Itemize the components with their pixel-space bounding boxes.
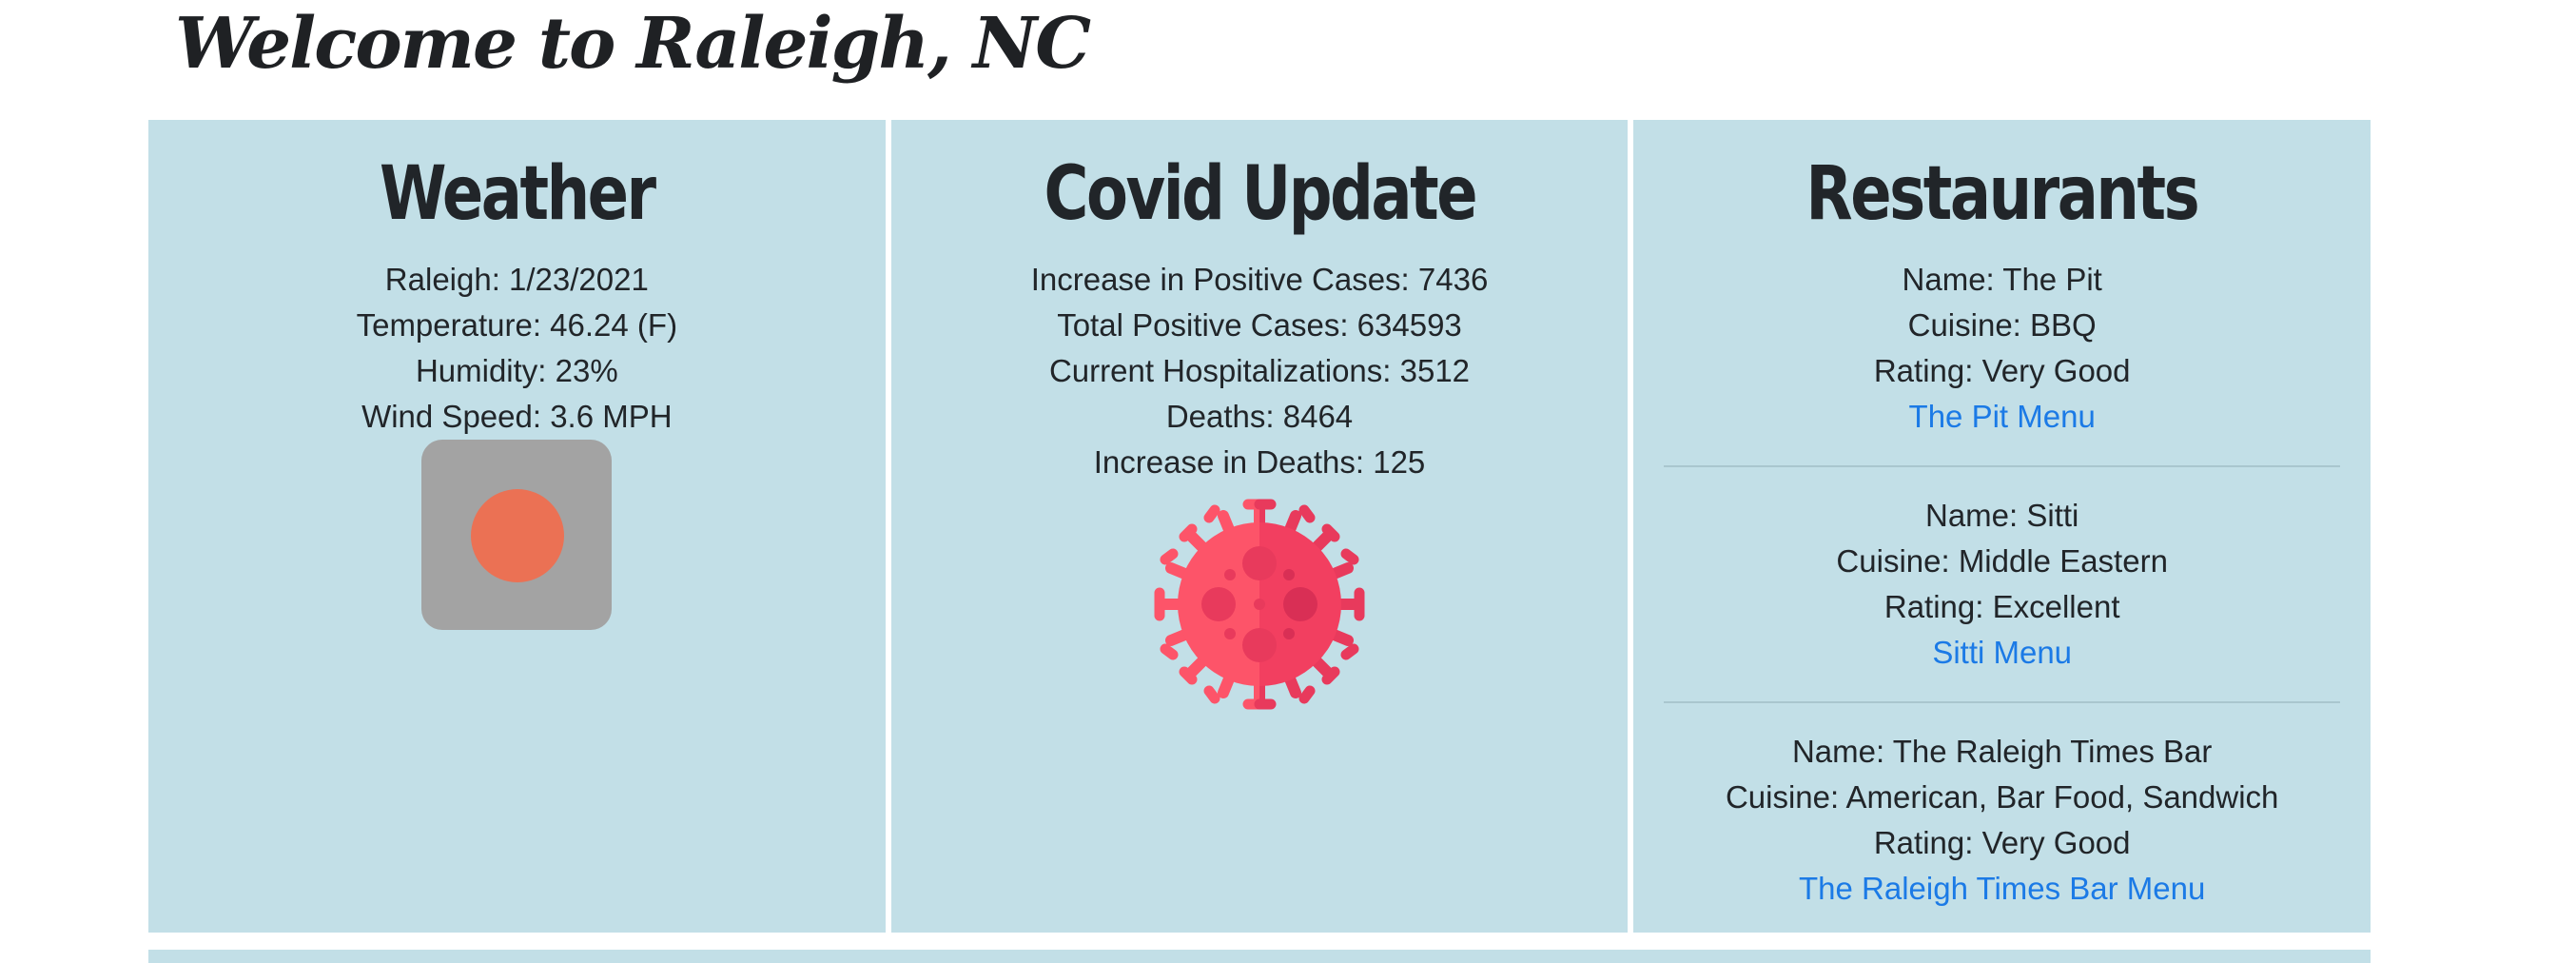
restaurant-rating: Rating: Very Good (1873, 353, 2131, 388)
weather-details: Raleigh: 1/23/2021 Temperature: 46.24 (F… (148, 257, 886, 440)
restaurant-menu-link[interactable]: The Pit Menu (1908, 399, 2096, 434)
next-section-edge (148, 950, 2371, 963)
weather-card: Weather Raleigh: 1/23/2021 Temperature: … (148, 120, 886, 933)
covid-card: Covid Update Increase in Positive Cases:… (890, 120, 1629, 933)
restaurant-rating: Rating: Excellent (1883, 589, 2120, 624)
restaurant-divider (1664, 465, 2341, 467)
restaurant-menu-link[interactable]: Sitti Menu (1932, 635, 2073, 670)
covid-heading: Covid Update (1044, 151, 1477, 237)
restaurant-name: Name: The Pit (1902, 262, 2102, 297)
restaurant-rating: Rating: Very Good (1873, 825, 2131, 860)
restaurant-cuisine: Cuisine: American, Bar Food, Sandwich (1725, 779, 2279, 815)
page-title: Welcome to Raleigh, NC (175, 3, 1091, 85)
restaurant-cuisine: Cuisine: BBQ (1907, 307, 2097, 343)
restaurants-card: Restaurants Name: The Pit Cuisine: BBQ R… (1633, 120, 2371, 933)
restaurant-item: Name: The Pit Cuisine: BBQ Rating: Very … (1633, 257, 2371, 440)
covid-details: Increase in Positive Cases: 7436 Total P… (891, 257, 1629, 485)
weather-temperature: Temperature: 46.24 (F) (356, 307, 678, 343)
covid-deaths: Deaths: 8464 (1165, 399, 1354, 434)
restaurant-item: Name: The Raleigh Times Bar Cuisine: Ame… (1633, 729, 2371, 912)
covid-total-positive: Total Positive Cases: 634593 (1057, 307, 1462, 343)
restaurant-cuisine: Cuisine: Middle Eastern (1836, 543, 2168, 579)
covid-increase-deaths: Increase in Deaths: 125 (1093, 444, 1426, 480)
restaurant-list: Name: The Pit Cuisine: BBQ Rating: Very … (1633, 257, 2371, 912)
restaurant-name: Name: The Raleigh Times Bar (1791, 734, 2213, 769)
restaurant-menu-link[interactable]: The Raleigh Times Bar Menu (1799, 871, 2206, 906)
restaurant-divider (1664, 701, 2341, 703)
weather-heading: Weather (380, 151, 656, 237)
sun-icon (471, 489, 565, 582)
restaurant-item: Name: Sitti Cuisine: Middle Eastern Rati… (1633, 493, 2371, 676)
weather-humidity: Humidity: 23% (415, 353, 618, 388)
weather-location-date: Raleigh: 1/23/2021 (384, 262, 649, 297)
weather-wind-speed: Wind Speed: 3.6 MPH (361, 399, 673, 434)
clear-sky-icon (421, 440, 613, 630)
restaurants-heading: Restaurants (1805, 151, 2200, 237)
covid-increase-positive: Increase in Positive Cases: 7436 (1030, 262, 1489, 297)
cards-row: Weather Raleigh: 1/23/2021 Temperature: … (148, 120, 2371, 933)
virus-icon (1150, 495, 1369, 714)
covid-hospitalizations: Current Hospitalizations: 3512 (1048, 353, 1471, 388)
restaurant-name: Name: Sitti (1924, 498, 2079, 533)
